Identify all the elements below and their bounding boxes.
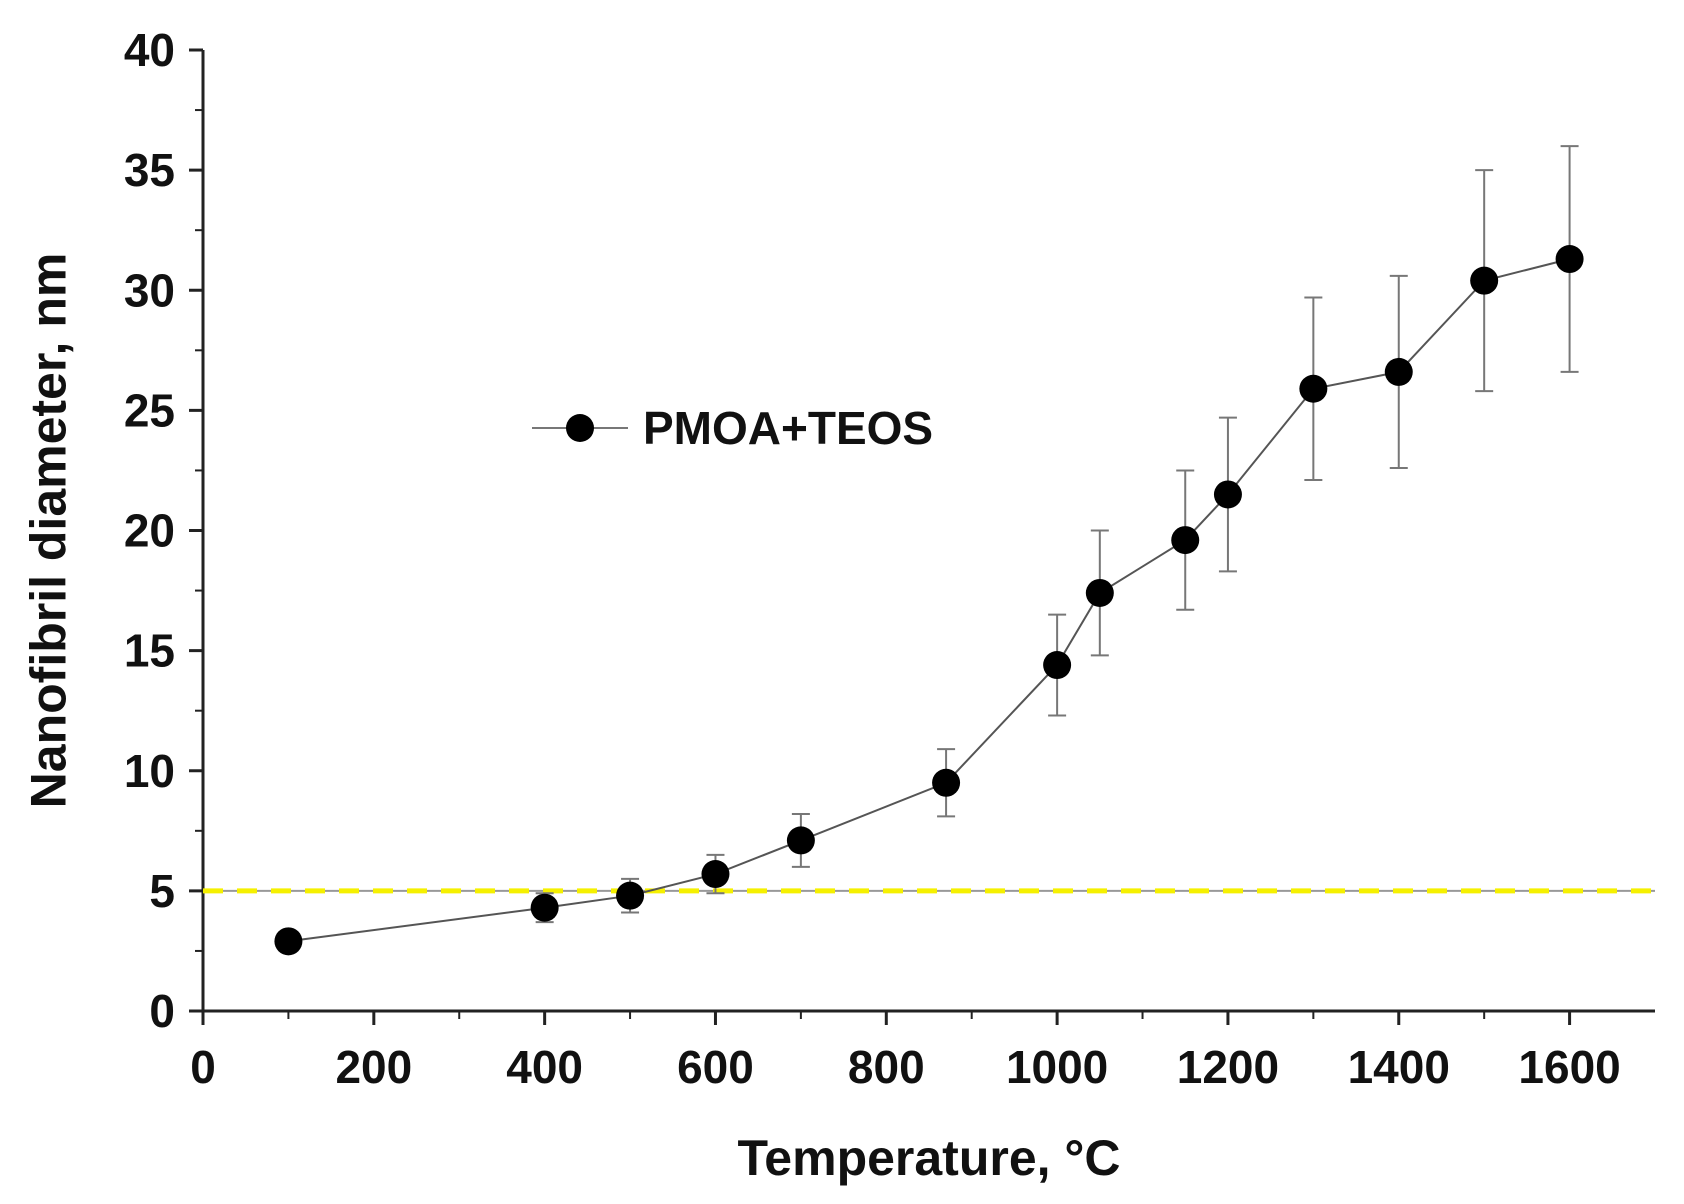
x-tick-label: 200	[335, 1041, 412, 1093]
x-tick-label: 400	[506, 1041, 583, 1093]
x-tick-label: 600	[677, 1041, 754, 1093]
y-axis-title: Nanofibril diameter, nm	[21, 253, 77, 809]
x-tick-label: 0	[190, 1041, 216, 1093]
data-point	[1085, 578, 1114, 607]
data-point	[274, 927, 303, 956]
legend-marker	[566, 414, 594, 442]
y-ticks: 0 5 10 15 20 25 30 35 40	[124, 24, 203, 1037]
series-layer	[274, 145, 1584, 956]
y-tick-label: 25	[124, 384, 175, 436]
axes	[201, 50, 1655, 1013]
y-tick-label: 15	[124, 625, 175, 677]
data-point	[932, 768, 961, 797]
y-tick-label: 0	[149, 985, 175, 1037]
data-point	[786, 826, 815, 855]
y-tick-label: 20	[124, 505, 175, 557]
data-point	[1043, 651, 1072, 680]
legend-label: PMOA+TEOS	[643, 402, 933, 454]
data-point	[1299, 374, 1328, 403]
data-point	[530, 893, 559, 922]
x-tick-label: 1400	[1348, 1041, 1450, 1093]
data-point	[1213, 480, 1242, 509]
legend: PMOA+TEOS	[532, 402, 933, 454]
data-point	[616, 881, 645, 910]
data-point	[1555, 245, 1584, 274]
data-point	[1384, 357, 1413, 386]
y-tick-label: 5	[149, 865, 175, 917]
y-tick-label: 40	[124, 24, 175, 76]
data-point	[1470, 266, 1499, 295]
x-tick-label: 800	[848, 1041, 925, 1093]
x-axis-title: Temperature, °C	[737, 1130, 1120, 1186]
y-tick-label: 10	[124, 745, 175, 797]
data-point	[1171, 526, 1200, 555]
x-tick-label: 1600	[1518, 1041, 1620, 1093]
x-ticks: 0 200 400 600 800 1000 1200 1400 1600	[190, 1011, 1621, 1093]
y-tick-label: 30	[124, 264, 175, 316]
y-tick-label: 35	[124, 144, 175, 196]
series-line	[288, 258, 1570, 943]
data-point	[701, 860, 730, 889]
x-tick-label: 1000	[1006, 1041, 1108, 1093]
x-tick-label: 1200	[1177, 1041, 1279, 1093]
